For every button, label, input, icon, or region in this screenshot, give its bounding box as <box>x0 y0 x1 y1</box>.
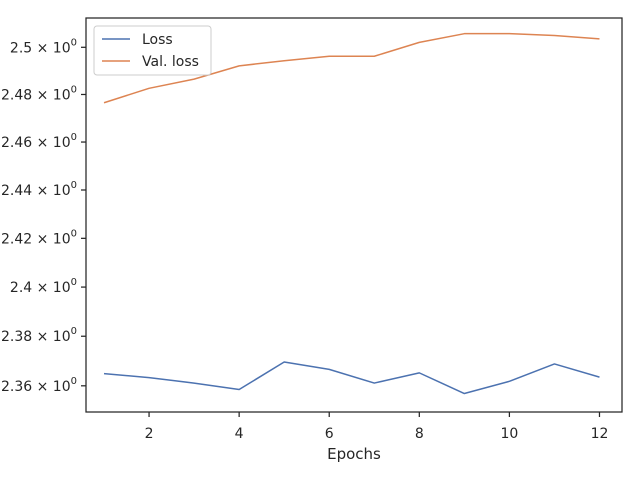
legend: Loss Val. loss <box>93 25 212 76</box>
legend-label-1: Loss <box>142 32 173 48</box>
x-tick-label: 8 <box>415 426 424 442</box>
plot-area <box>86 18 622 412</box>
x-axis-label: Epochs <box>327 445 381 463</box>
x-tick-label: 2 <box>145 426 154 442</box>
y-tick-label: 2.44 × 100 <box>1 180 77 199</box>
y-tick-label: 2.38 × 100 <box>1 326 77 345</box>
series-line-2 <box>103 32 600 104</box>
series-line-1 <box>103 361 600 395</box>
y-axis: 2.36 × 100 2.38 × 100 2.4 × 100 2.42 × 100 2… <box>1 37 86 395</box>
y-tick-label: 2.46 × 100 <box>1 132 77 151</box>
y-tick-label: 2.4 × 100 <box>10 277 77 296</box>
x-tick-label: 10 <box>500 426 518 442</box>
y-tick-label: 2.42 × 100 <box>1 228 77 247</box>
x-tick-label: 6 <box>325 426 334 442</box>
series-layer <box>103 32 600 395</box>
plot-frame <box>85 17 623 413</box>
y-tick-label: 2.36 × 100 <box>1 376 77 395</box>
x-tick-label: 4 <box>235 426 244 442</box>
x-tick-label: 12 <box>591 426 609 442</box>
y-tick-label: 2.48 × 100 <box>1 84 77 103</box>
x-axis: 2 4 6 8 10 12 <box>145 412 609 442</box>
legend-label-2: Val. loss <box>142 54 199 70</box>
y-tick-label: 2.5 × 100 <box>10 37 77 56</box>
